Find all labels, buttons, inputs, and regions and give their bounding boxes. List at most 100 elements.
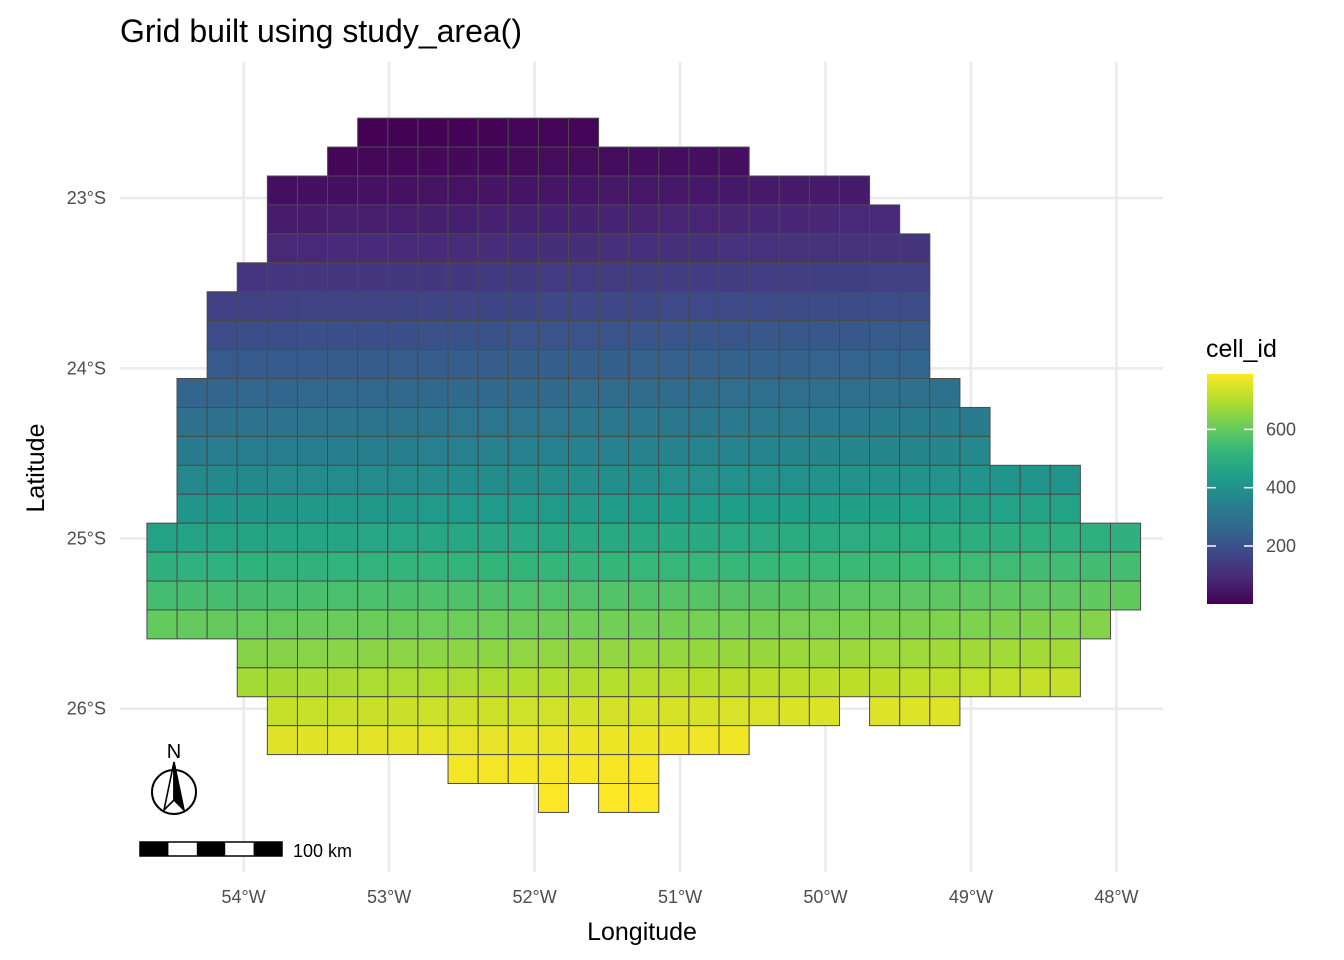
grid-cell xyxy=(387,146,419,177)
grid-cell xyxy=(387,551,419,582)
grid-cell xyxy=(628,638,660,669)
grid-cell xyxy=(929,406,961,437)
grid-cell xyxy=(507,609,539,640)
grid-cell xyxy=(658,204,690,235)
grid-cell xyxy=(808,493,840,524)
grid-cell xyxy=(447,754,479,785)
grid-cell xyxy=(477,262,509,293)
grid-cell xyxy=(176,522,208,553)
grid-cell xyxy=(507,464,539,495)
grid-cell xyxy=(628,551,660,582)
grid-cell xyxy=(477,175,509,206)
grid-cell xyxy=(718,204,750,235)
grid-cell xyxy=(417,204,449,235)
grid-cell xyxy=(206,551,238,582)
grid-cell xyxy=(1019,667,1051,698)
grid-cell xyxy=(266,175,298,206)
grid-cell xyxy=(357,349,389,380)
grid-cell xyxy=(1079,551,1111,582)
grid-cell xyxy=(808,406,840,437)
grid-cell xyxy=(537,551,569,582)
grid-cell xyxy=(688,435,720,466)
grid-cell xyxy=(989,551,1021,582)
grid-cell xyxy=(808,233,840,264)
grid-cell xyxy=(598,725,630,756)
grid-cell xyxy=(296,378,329,408)
grid-cell xyxy=(869,580,901,611)
grid-cell xyxy=(266,406,298,437)
grid-cell xyxy=(718,725,750,756)
grid-cell xyxy=(838,262,871,293)
grid-cell xyxy=(537,349,569,380)
grid-cell xyxy=(869,291,901,322)
grid-cell xyxy=(507,291,539,322)
grid-cell xyxy=(1049,580,1081,611)
grid-cell xyxy=(266,551,298,582)
grid-cell xyxy=(447,667,479,698)
grid-cell xyxy=(206,493,238,524)
grid-cell xyxy=(447,233,479,264)
grid-cell xyxy=(477,291,509,322)
grid-cell xyxy=(447,435,479,466)
grid-cell xyxy=(567,522,600,553)
y-axis-title: Latitude xyxy=(22,424,50,513)
grid-cell xyxy=(598,233,630,264)
grid-cell xyxy=(537,378,569,408)
grid-cell xyxy=(507,493,539,524)
grid-cell xyxy=(658,233,690,264)
grid-cell xyxy=(357,551,389,582)
grid-cell xyxy=(176,493,208,524)
grid-cell xyxy=(598,262,630,293)
grid-cell xyxy=(507,638,539,669)
grid-cell xyxy=(447,262,479,293)
grid-cell xyxy=(658,725,690,756)
grid-cell xyxy=(628,667,660,698)
grid-cell xyxy=(417,349,449,380)
grid-cell xyxy=(567,638,600,669)
grid-cell xyxy=(718,233,750,264)
grid-cell xyxy=(748,609,780,640)
grid-cell xyxy=(477,117,509,148)
grid-cell xyxy=(748,580,780,611)
grid-cell xyxy=(778,551,810,582)
grid-cell xyxy=(899,493,931,524)
legend-colorbar xyxy=(1207,374,1253,604)
grid-cell xyxy=(598,406,630,437)
grid-cell xyxy=(266,609,298,640)
y-tick-label: 26°S xyxy=(67,699,106,719)
grid-cell xyxy=(507,754,539,785)
grid-cell xyxy=(296,551,329,582)
grid-cell xyxy=(327,638,359,669)
grid-cell xyxy=(417,320,449,351)
grid-cell xyxy=(266,725,298,756)
grid-cell xyxy=(296,435,329,466)
grid-cell xyxy=(266,667,298,698)
grid-cell xyxy=(537,522,569,553)
grid-cell xyxy=(869,551,901,582)
grid-cell xyxy=(808,204,840,235)
chart-title: Grid built using study_area() xyxy=(120,13,522,49)
grid-cell xyxy=(688,464,720,495)
grid-cell xyxy=(808,378,840,408)
grid-cell xyxy=(959,551,991,582)
grid-cell xyxy=(266,464,298,495)
grid-cell xyxy=(417,580,449,611)
grid-cell xyxy=(688,175,720,206)
grid-cell xyxy=(778,435,810,466)
grid-cell xyxy=(296,349,329,380)
grid-cell xyxy=(598,580,630,611)
grid-cell xyxy=(477,725,509,756)
grid-cell xyxy=(899,609,931,640)
grid-cell xyxy=(838,233,871,264)
grid-cell xyxy=(748,435,780,466)
grid-cell xyxy=(778,175,810,206)
grid-cell xyxy=(236,349,268,380)
grid-cell xyxy=(1049,667,1081,698)
grid-cell xyxy=(567,493,600,524)
grid-cell xyxy=(658,638,690,669)
grid-cell xyxy=(838,667,871,698)
grid-cell xyxy=(869,349,901,380)
grid-cell xyxy=(236,464,268,495)
grid-cell xyxy=(658,580,690,611)
grid-cell xyxy=(989,667,1021,698)
